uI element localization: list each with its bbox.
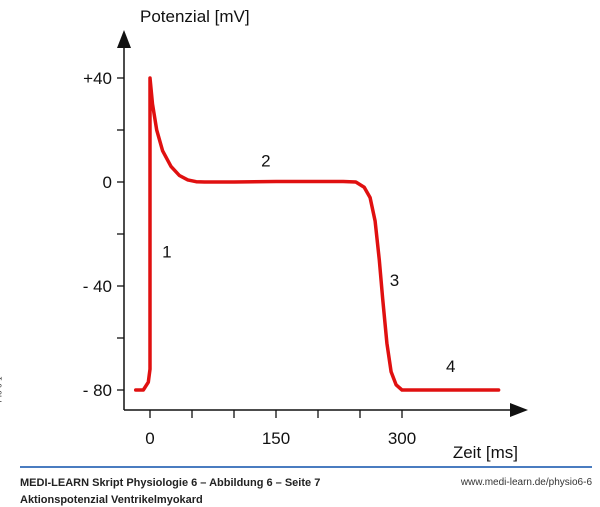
action-potential-chart: +40 0 - 40 - 80 0 150 300 Potenzial [mV] Zeit [m… [83, 7, 528, 462]
footer-source: MEDI-LEARN Skript Physiologie 6 – Abbild… [20, 477, 321, 489]
y-tick-label: - 80 [83, 381, 112, 400]
phase-label: 2 [261, 151, 270, 170]
axes [117, 30, 528, 417]
y-tick-label: - 40 [83, 277, 112, 296]
phase-label: 3 [390, 271, 399, 290]
action-potential-line [133, 76, 501, 392]
phase-label: 1 [162, 242, 171, 261]
y-axis-arrow [117, 30, 131, 48]
x-tick-label: 150 [262, 429, 290, 448]
figure-id: PI6-6-1 [0, 376, 4, 403]
y-tick-label: +40 [83, 69, 112, 88]
y-tick-label: 0 [103, 173, 112, 192]
x-tick-label: 0 [145, 429, 154, 448]
phase-label: 4 [446, 357, 455, 376]
labels: +40 0 - 40 - 80 0 150 300 Potenzial [mV] Zeit [m… [83, 7, 518, 462]
footer-url: www.medi-learn.de/physio6-6 [460, 477, 592, 488]
footer-caption: Aktionspotenzial Ventrikelmyokard [20, 494, 203, 506]
footer-divider [20, 466, 592, 468]
x-tick-label: 300 [388, 429, 416, 448]
x-axis-arrow [510, 403, 528, 417]
ticks [117, 77, 403, 418]
y-axis-label: Potenzial [mV] [140, 7, 250, 26]
x-axis-label: Zeit [ms] [453, 443, 518, 462]
